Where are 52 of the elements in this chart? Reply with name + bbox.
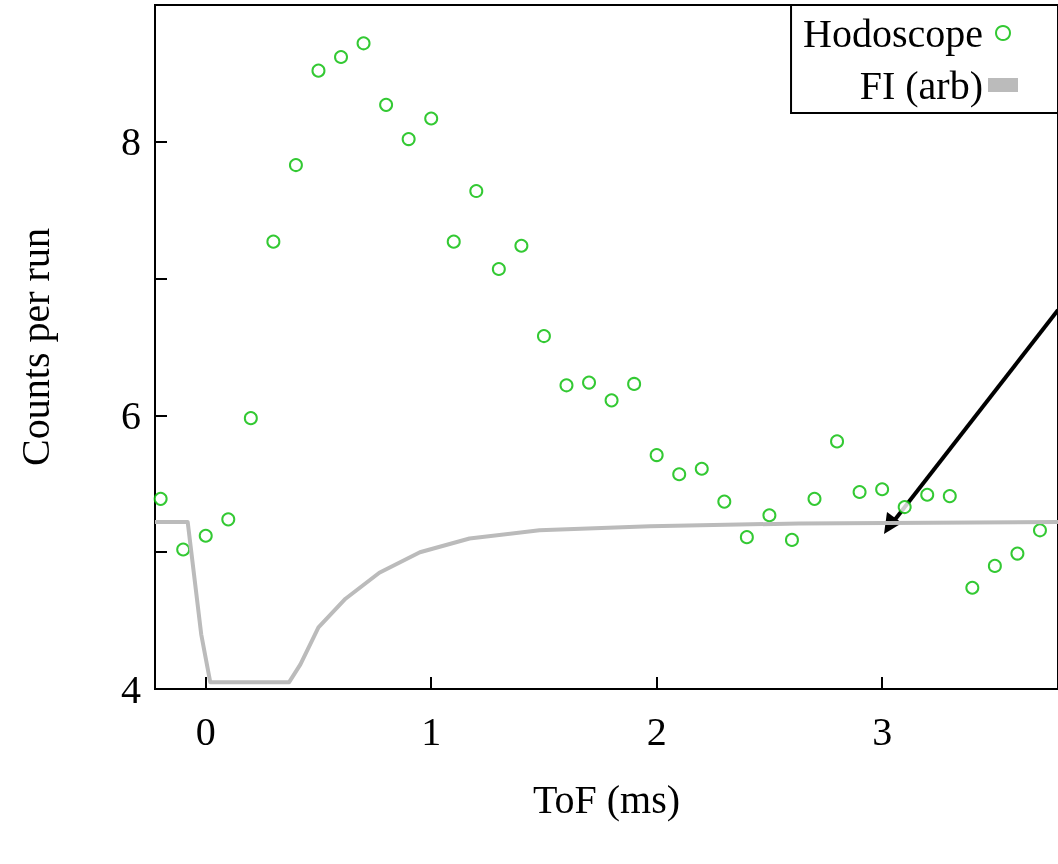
point [694, 461, 709, 476]
y-tick-label: 8 [121, 119, 141, 165]
point [1010, 546, 1025, 561]
point [739, 530, 754, 545]
point [627, 376, 642, 391]
x-tick-label: 3 [872, 708, 893, 754]
point [559, 378, 574, 393]
line-series [153, 520, 1058, 685]
point [176, 542, 191, 557]
y-tick-label: 4 [121, 666, 141, 712]
point [920, 487, 935, 502]
point [153, 491, 168, 506]
point [221, 512, 236, 527]
point [672, 467, 687, 482]
point [784, 532, 799, 547]
point [762, 508, 777, 523]
point [334, 49, 349, 64]
legend-label: Hodoscope [803, 10, 983, 56]
point [424, 111, 439, 126]
point [807, 491, 822, 506]
point [604, 393, 619, 408]
point [582, 375, 597, 390]
point [1032, 523, 1047, 538]
point [897, 500, 912, 515]
point [243, 411, 258, 426]
point [536, 329, 551, 344]
point [514, 238, 529, 253]
point [491, 262, 506, 277]
point [852, 485, 867, 499]
point [311, 63, 326, 78]
legend-label: FI (arb) [859, 62, 983, 108]
x-tick-label: 1 [421, 708, 442, 754]
point [965, 580, 980, 595]
point [830, 434, 845, 449]
point [401, 132, 416, 147]
y-axis-title: Counts per run [12, 228, 58, 466]
x-tick-label: 2 [646, 708, 667, 754]
y-tick-label: 6 [121, 392, 141, 438]
point [875, 482, 890, 497]
point [266, 234, 281, 249]
point [356, 36, 371, 51]
point [987, 558, 1002, 573]
x-axis-title: ToF (ms) [532, 776, 681, 822]
point [446, 234, 461, 249]
point [198, 528, 213, 543]
point [942, 489, 957, 504]
point [379, 97, 394, 112]
point [288, 158, 303, 173]
x-tick-label: 0 [195, 708, 216, 754]
point [717, 494, 732, 509]
point [469, 184, 484, 199]
point [649, 448, 664, 463]
